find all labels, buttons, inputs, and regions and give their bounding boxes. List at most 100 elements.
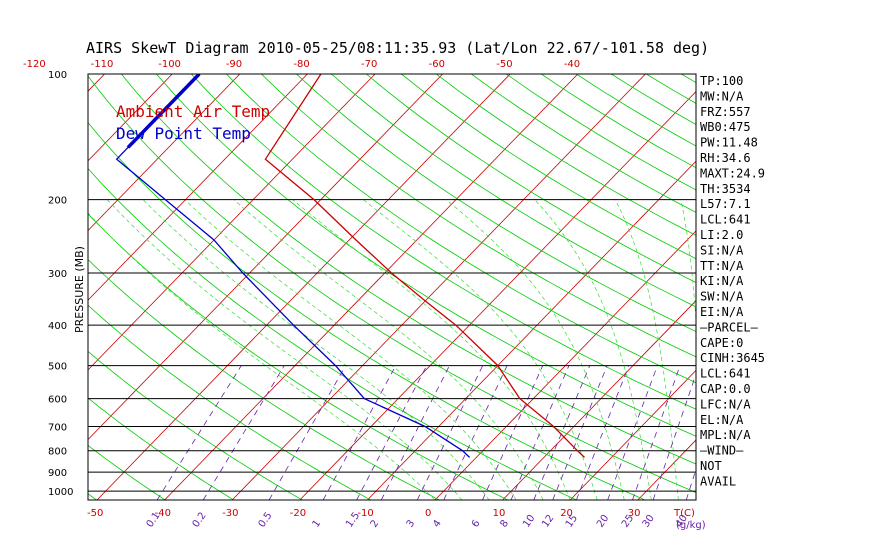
- temp-tick-bottom: 10: [493, 508, 506, 519]
- sounding-index-item: TH:3534: [700, 182, 751, 196]
- sounding-index-item: CAPE:0: [700, 336, 743, 350]
- dry-adiabat-line: [296, 74, 696, 332]
- pressure-tick-label: 600: [48, 395, 67, 406]
- mixing-ratio-tick: 4: [431, 518, 444, 530]
- dry-adiabat-line: [88, 121, 646, 500]
- pressure-tick-label: 900: [48, 468, 67, 479]
- dry-adiabat-line: [646, 74, 696, 104]
- pressure-tick-label: 800: [48, 447, 67, 458]
- sounding-index-item: NOT: [700, 459, 722, 473]
- plot-area: [0, 73, 870, 501]
- legend: Ambient Air Temp Dew Point Temp: [116, 102, 270, 143]
- temp-tick-bottom: 30: [628, 508, 641, 519]
- pressure-tick-label: 300: [48, 269, 67, 280]
- temp-tick-top: -40: [564, 59, 580, 70]
- isotherm-line: [88, 74, 173, 162]
- pressure-tick-label: 1000: [48, 487, 73, 498]
- dry-adiabat-line: [331, 74, 696, 308]
- temp-tick-bottom: 0: [425, 508, 431, 519]
- dry-adiabat-line: [261, 74, 696, 358]
- pressure-tick-label: 200: [48, 196, 67, 207]
- moist-adiabat-line: [614, 199, 679, 500]
- sounding-index-item: CINH:3645: [700, 351, 765, 365]
- isotherm-line: [434, 230, 696, 500]
- sounding-index-item: FRZ:557: [700, 105, 751, 119]
- sounding-index-item: TT:N/A: [700, 259, 744, 273]
- temp-tick-top: -80: [293, 59, 309, 70]
- sounding-index-item: TP:100: [700, 74, 743, 88]
- mixing-ratio-tick: 12: [540, 513, 556, 530]
- y-axis-label: PRESSURE (MB): [73, 246, 86, 333]
- mixing-ratio-line: [576, 365, 630, 500]
- isotherm-line: [164, 74, 579, 500]
- sounding-index-item: —PARCEL—: [700, 320, 759, 334]
- sounding-index-item: EI:N/A: [700, 305, 744, 319]
- dry-adiabat-line: [821, 74, 870, 500]
- dry-adiabat-line: [88, 350, 303, 500]
- sounding-index-item: MW:N/A: [700, 89, 744, 103]
- moist-adiabat-line: [184, 199, 517, 500]
- sounding-index-item: CAP:0.0: [700, 382, 751, 396]
- temp-tick-top: -90: [226, 59, 242, 70]
- dry-adiabat-line: [88, 213, 509, 500]
- isotherm-line: [299, 90, 696, 500]
- moist-adiabat-line: [106, 199, 463, 500]
- sounding-index-item: L57:7.1: [700, 197, 751, 211]
- mixing-ratio-tick: 8: [498, 518, 511, 530]
- mixing-ratio-line: [632, 365, 681, 500]
- sounding-index-item: RH:34.6: [700, 151, 751, 165]
- dry-adiabat-line: [436, 74, 696, 236]
- sounding-index-item: SW:N/A: [700, 290, 744, 304]
- dry-adiabat-line: [0, 74, 28, 500]
- mixing-ratio-tick: 0.5: [257, 510, 275, 529]
- sounding-index-item: LFC:N/A: [700, 397, 751, 411]
- plot-frame: [87, 73, 697, 501]
- mixing-ratio-line: [510, 365, 570, 500]
- isotherm-line: [88, 74, 308, 301]
- mixing-ratio-line: [482, 365, 544, 500]
- moist-adiabat-line: [445, 199, 625, 500]
- sounding-index-item: KI:N/A: [700, 274, 744, 288]
- temp-tick-top: -100: [158, 59, 181, 70]
- pressure-tick-label: 500: [48, 362, 67, 373]
- moist-adiabat-line: [534, 199, 652, 500]
- temp-tick-bottom: -40: [155, 508, 171, 519]
- legend-dew-point-temp: Dew Point Temp: [116, 124, 251, 143]
- dry-adiabat-line: [88, 444, 166, 500]
- pressure-tick-label: 400: [48, 321, 67, 332]
- mixing-ratio-line: [652, 372, 696, 500]
- isotherm-line: [502, 300, 696, 500]
- moist-adiabat-line: [363, 199, 598, 500]
- data-layer: [115, 74, 585, 458]
- mixing-ratio-line: [533, 365, 591, 500]
- mixing-ratio-unit: (g/kg): [676, 520, 706, 531]
- moist-adiabat-line: [680, 199, 696, 326]
- mixing-ratio-line: [156, 365, 242, 500]
- dew-point-upper-segment: [126, 74, 201, 149]
- isotherm-line: [367, 160, 696, 500]
- dry-adiabat-line: [156, 74, 696, 437]
- sounding-index-item: EL:N/A: [700, 413, 744, 427]
- temp-tick-top: -50: [496, 59, 512, 70]
- moist-adiabat-line: [292, 199, 571, 500]
- sounding-index-item: LCL:641: [700, 367, 751, 381]
- mixing-ratio-tick: 6: [470, 518, 483, 530]
- isotherm-line: [773, 74, 870, 500]
- isotherm-line: [0, 74, 37, 500]
- dry-adiabat-line: [506, 74, 696, 191]
- dry-adiabat-line: [366, 74, 696, 283]
- temp-tick-bottom: -50: [87, 508, 103, 519]
- pressure-tick-label: 700: [48, 423, 67, 434]
- sounding-index-item: —WIND—: [700, 444, 744, 458]
- mixing-ratio-tick: 10: [521, 513, 537, 530]
- mixing-ratio-line: [356, 365, 428, 500]
- mixing-ratio-tick: 20: [595, 513, 611, 530]
- moist-adiabat-line: [233, 199, 544, 500]
- mixing-ratio-line: [202, 365, 285, 500]
- moist-adiabat-line: [88, 212, 436, 500]
- sounding-index-item: LI:2.0: [700, 228, 743, 242]
- mixing-ratio-tick: 0.2: [191, 510, 209, 529]
- mixing-ratio-line: [416, 365, 484, 500]
- mixing-ratio-line: [380, 365, 450, 500]
